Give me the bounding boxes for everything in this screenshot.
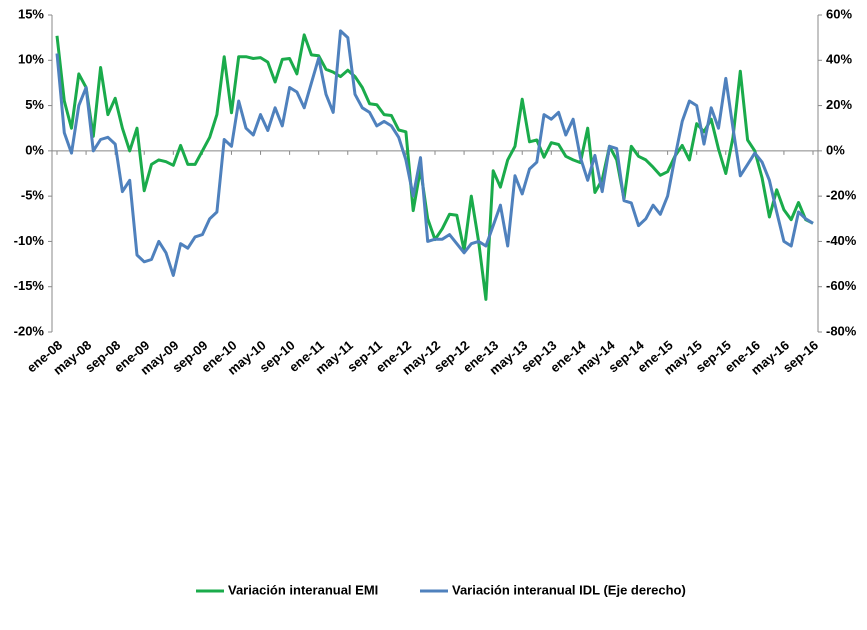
y-tick-label: 15% [18,6,44,21]
legend-label: Variación interanual IDL (Eje derecho) [452,582,686,597]
y2-tick-label: -60% [826,278,857,293]
y-tick-label: -10% [14,233,45,248]
data-line [55,29,814,277]
y-tick-label: 10% [18,52,44,67]
y2-tick-label: -20% [826,188,857,203]
legend-label: Variación interanual EMI [228,582,378,597]
y-tick-label: 0% [25,142,44,157]
data-line [55,33,814,301]
y-tick-label: -5% [21,188,45,203]
y2-tick-label: -80% [826,323,857,338]
y2-tick-label: 20% [826,97,852,112]
y-tick-label: -15% [14,278,45,293]
y-tick-label: -20% [14,323,45,338]
y2-tick-label: 40% [826,52,852,67]
y2-tick-label: 60% [826,6,852,21]
y2-tick-label: 0% [826,142,845,157]
y2-tick-label: -40% [826,233,857,248]
y-tick-label: 5% [25,97,44,112]
